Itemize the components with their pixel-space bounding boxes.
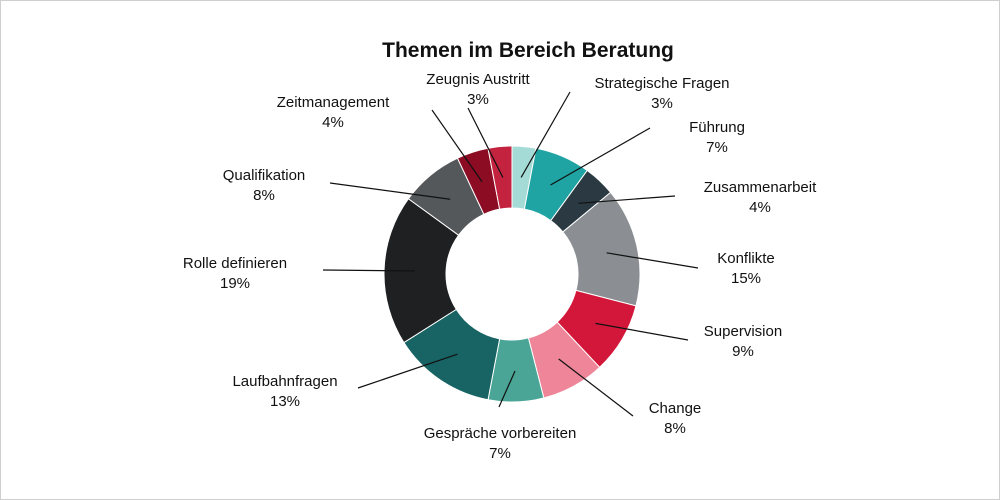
chart-title: Themen im Bereich Beratung: [382, 39, 674, 62]
slice-value-label: 4%: [322, 114, 344, 131]
leader-line: [578, 195, 676, 204]
leader-lines-group: [322, 91, 699, 417]
leader-line: [520, 91, 571, 178]
slice-label: Laufbahnfragen: [232, 373, 337, 390]
slices-group: [383, 145, 641, 403]
slice-label: Strategische Fragen: [594, 75, 729, 92]
leader-line: [550, 127, 651, 186]
slice-label: Konflikte: [717, 250, 775, 267]
slice-label: Gespräche vorbereiten: [424, 425, 577, 442]
slice-value-label: 3%: [651, 95, 673, 112]
slice-value-label: 8%: [253, 187, 275, 204]
leader-line: [431, 109, 483, 183]
slice-label: Qualifikation: [223, 167, 306, 184]
slice-value-label: 13%: [270, 393, 300, 410]
leader-line: [467, 107, 504, 178]
slice-label: Zeitmanagement: [277, 94, 390, 111]
slice-value-label: 7%: [706, 139, 728, 156]
leader-line: [329, 182, 451, 200]
slice-label: Zusammenarbeit: [704, 179, 817, 196]
slice-value-label: 8%: [664, 420, 686, 437]
slice-zeugnis-austritt: [487, 145, 513, 210]
leader-line: [357, 353, 458, 389]
slice-rolle-definieren: [383, 198, 460, 344]
leader-line: [595, 322, 689, 341]
slice-label: Zeugnis Austritt: [426, 71, 530, 88]
slice-value-label: 4%: [749, 199, 771, 216]
slice-value-label: 3%: [467, 91, 489, 108]
slice-label: Change: [649, 400, 702, 417]
leader-line: [606, 252, 699, 269]
leader-line: [498, 370, 516, 408]
labels-group: Strategische Fragen 3% Führung 7% Zusammenar…: [183, 71, 817, 462]
slice-value-label: 7%: [489, 445, 511, 462]
slice-value-label: 9%: [732, 343, 754, 360]
slice-label: Rolle definieren: [183, 255, 287, 272]
leader-line: [558, 358, 634, 417]
leader-line: [322, 269, 416, 272]
slice-value-label: 19%: [220, 275, 250, 292]
slice-label: Führung: [689, 119, 745, 136]
slice-label: Supervision: [704, 323, 782, 340]
slice-value-label: 15%: [731, 270, 761, 287]
